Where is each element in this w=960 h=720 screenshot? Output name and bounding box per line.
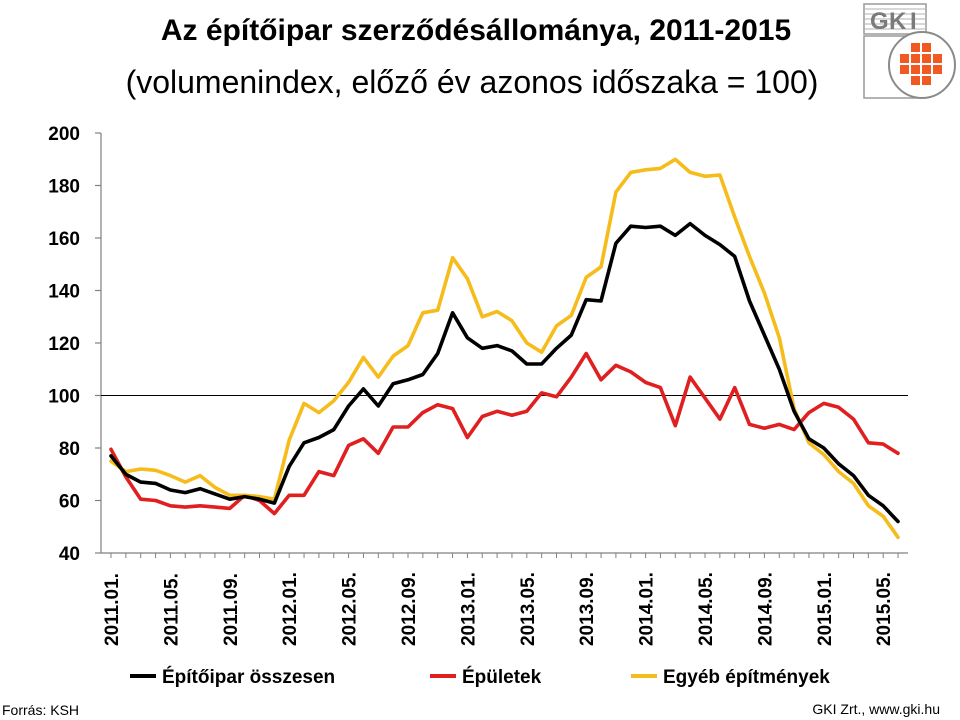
x-tick-label: 2015.05.	[874, 572, 895, 646]
series-line-total	[109, 221, 900, 524]
gki-logo-icon: G K I	[862, 2, 958, 100]
legend-label: Építőipar összesen	[162, 666, 335, 688]
logo-letter-k: K	[889, 8, 907, 35]
x-tick-label: 2014.09.	[755, 572, 776, 646]
x-tick-label: 2011.09.	[221, 573, 242, 646]
y-tick-label: 140	[48, 282, 80, 303]
x-tick-label: 2012.09.	[399, 572, 420, 646]
x-tick-label: 2015.01.	[815, 572, 836, 646]
x-tick-label: 2014.01.	[637, 572, 658, 646]
chart-title: Az építőipar szerződésállománya, 2011-20…	[160, 14, 792, 47]
legend-label: Egyéb építmények	[663, 667, 830, 688]
y-tick-label: 40	[59, 544, 80, 565]
x-tick-label: 2012.05.	[340, 572, 361, 646]
chart-subtitle: (volumenindex, előző év azonos időszaka …	[125, 64, 819, 100]
x-tick-label: 2011.01.	[102, 573, 123, 646]
y-tick-label: 100	[48, 387, 80, 408]
y-tick-label: 60	[59, 492, 80, 513]
x-tick-label: 2011.05.	[161, 573, 182, 646]
chart-series	[109, 157, 900, 540]
chart-legend: Építőipar összesen Épületek Egyéb építmény…	[130, 666, 830, 688]
credit-note: GKI Zrt., www.gki.hu	[812, 701, 940, 717]
source-note: Forrás: KSH	[2, 702, 80, 718]
x-tick-label: 2012.01.	[280, 572, 301, 646]
x-tick-label: 2013.05.	[518, 572, 539, 646]
logo-letter-g: G	[870, 8, 889, 35]
logo-letter-i: I	[910, 8, 917, 35]
legend-label: Épületek	[462, 666, 542, 688]
y-tick-label: 160	[48, 229, 80, 250]
series-line-buildings	[109, 351, 900, 516]
y-tick-label: 80	[59, 439, 80, 460]
x-axis-ticks: 2011.01. 2011.05. 2011.09. 2012.01. 2012.05.…	[102, 553, 899, 646]
y-tick-label: 120	[48, 334, 80, 355]
x-tick-label: 2014.05.	[696, 572, 717, 646]
x-tick-label: 2013.01.	[458, 572, 479, 646]
x-tick-label: 2013.09.	[577, 572, 598, 646]
y-tick-label: 200	[48, 124, 80, 145]
y-tick-label: 180	[48, 177, 80, 198]
y-axis-ticks: 40 60 80 100 120 140 160 180 200	[48, 124, 101, 565]
